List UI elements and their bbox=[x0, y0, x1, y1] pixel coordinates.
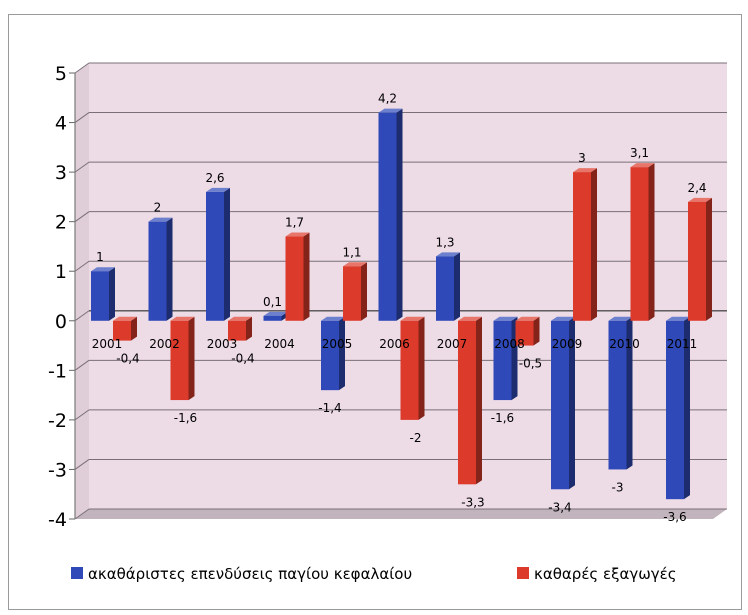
x-category-label: 2009 bbox=[552, 337, 583, 351]
gridline-side bbox=[74, 409, 90, 421]
gridline-side bbox=[74, 508, 90, 520]
data-label: 0,1 bbox=[263, 295, 282, 309]
bar-net-exports-2007 bbox=[458, 316, 482, 485]
plot-side-wall bbox=[75, 63, 89, 519]
data-label: -2 bbox=[410, 431, 422, 445]
y-tick-label: -4 bbox=[48, 509, 67, 531]
data-label: -0,4 bbox=[231, 352, 254, 366]
axes bbox=[74, 73, 727, 519]
bar-net-exports-2008 bbox=[515, 316, 540, 346]
legend-swatch bbox=[71, 567, 83, 579]
y-tick-label: 2 bbox=[55, 212, 67, 234]
bar-investment-2006 bbox=[378, 108, 403, 321]
bar-investment-2011 bbox=[666, 316, 690, 500]
gridline-side bbox=[74, 459, 90, 470]
data-label: -0,4 bbox=[116, 352, 139, 366]
gridline-side bbox=[74, 62, 90, 74]
x-category-label: 2004 bbox=[264, 337, 295, 351]
data-label: -3,3 bbox=[461, 495, 484, 509]
data-labels: 1 -0,4 2 -1,6 2,6 -0,4 0,1 1,7 -1,4 1,1 4,2 -2 1,3 -3… bbox=[96, 92, 706, 525]
bar-investment-2009 bbox=[551, 316, 575, 490]
data-label: 1,1 bbox=[342, 245, 361, 259]
x-category-label: 2010 bbox=[609, 337, 640, 351]
bars bbox=[91, 108, 712, 500]
data-label: 2 bbox=[154, 201, 162, 215]
gridline-side bbox=[74, 359, 90, 371]
data-label: -0,5 bbox=[519, 357, 542, 371]
gridline-side bbox=[74, 161, 90, 173]
bar-net-exports-2003 bbox=[228, 316, 252, 341]
bar-net-exports-2002 bbox=[170, 316, 195, 401]
bar-investment-2003 bbox=[206, 187, 230, 321]
bar-net-exports-2011 bbox=[688, 197, 712, 321]
x-axis-category-labels: 2001 2002 2003 2004 2005 2006 2007 2008 2009 2010… bbox=[92, 337, 698, 351]
x-category-label: 2005 bbox=[322, 337, 353, 351]
plot-floor bbox=[75, 509, 727, 519]
bar-net-exports-2009 bbox=[573, 168, 597, 321]
x-category-label: 2008 bbox=[494, 337, 525, 351]
bar-investment-2001 bbox=[91, 267, 115, 321]
chart-frame: 5 4 3 2 1 0 -1 -2 -3 -4 2001 2002 2003 2004 2005 2006 2… bbox=[8, 14, 742, 610]
y-axis-tick-labels: 5 4 3 2 1 0 -1 -2 -3 -4 bbox=[48, 63, 67, 531]
y-tick-label: 3 bbox=[55, 162, 67, 184]
data-label: -3,4 bbox=[548, 500, 571, 514]
bar-investment-2007 bbox=[436, 252, 460, 321]
data-label: 2,6 bbox=[205, 171, 224, 185]
legend-item-net-exports: καθαρές εξαγωγές bbox=[517, 565, 677, 583]
gridline-side bbox=[74, 260, 90, 272]
bar-net-exports-2004 bbox=[285, 232, 310, 321]
x-category-label: 2003 bbox=[207, 337, 238, 351]
x-category-label: 2007 bbox=[437, 337, 468, 351]
bar-net-exports-2006 bbox=[400, 316, 425, 420]
data-label: -1,6 bbox=[174, 411, 197, 425]
y-tick-label: -2 bbox=[48, 410, 67, 432]
data-label: -1,6 bbox=[491, 411, 514, 425]
data-label: 3,1 bbox=[630, 146, 649, 160]
x-category-label: 2002 bbox=[149, 337, 180, 351]
y-tick-label: 0 bbox=[55, 311, 67, 333]
bar-investment-2010 bbox=[608, 316, 633, 470]
bar-net-exports-2001 bbox=[113, 316, 137, 341]
data-label: -3 bbox=[612, 480, 624, 494]
bar-investment-2002 bbox=[148, 217, 173, 321]
bar-investment-2005 bbox=[321, 316, 345, 391]
data-label: 1,7 bbox=[285, 216, 304, 230]
bar-net-exports-2010 bbox=[630, 163, 655, 321]
y-tick-label: 1 bbox=[55, 261, 67, 283]
legend-label: ακαθάριστες επενδύσεις παγίου κεφαλαίου bbox=[88, 565, 412, 583]
gridline-side bbox=[74, 310, 90, 322]
data-label: -1,4 bbox=[318, 401, 341, 415]
legend-swatch bbox=[517, 567, 529, 579]
data-label: 3 bbox=[578, 151, 586, 165]
bar-investment-2008 bbox=[493, 316, 518, 401]
x-category-label: 2011 bbox=[667, 337, 698, 351]
data-label: 2,4 bbox=[687, 181, 706, 195]
legend-item-investment: ακαθάριστες επενδύσεις παγίου κεφαλαίου bbox=[71, 565, 412, 583]
data-label: 1 bbox=[96, 250, 104, 264]
bar-net-exports-2005 bbox=[343, 262, 367, 321]
y-tick-label: -1 bbox=[48, 360, 67, 382]
data-label: 1,3 bbox=[435, 235, 454, 249]
x-category-label: 2001 bbox=[92, 337, 123, 351]
y-tick-label: 5 bbox=[55, 63, 67, 85]
x-category-label: 2006 bbox=[379, 337, 410, 351]
data-label: 4,2 bbox=[378, 92, 397, 106]
y-tick-label: -3 bbox=[48, 459, 67, 481]
gridline-side bbox=[74, 112, 90, 123]
legend: ακαθάριστες επενδύσεις παγίου κεφαλαίου κ… bbox=[71, 565, 677, 583]
y-tick-label: 4 bbox=[55, 113, 67, 135]
legend-label: καθαρές εξαγωγές bbox=[534, 565, 677, 583]
gridline-side bbox=[74, 211, 90, 223]
data-label: -3,6 bbox=[663, 510, 686, 524]
